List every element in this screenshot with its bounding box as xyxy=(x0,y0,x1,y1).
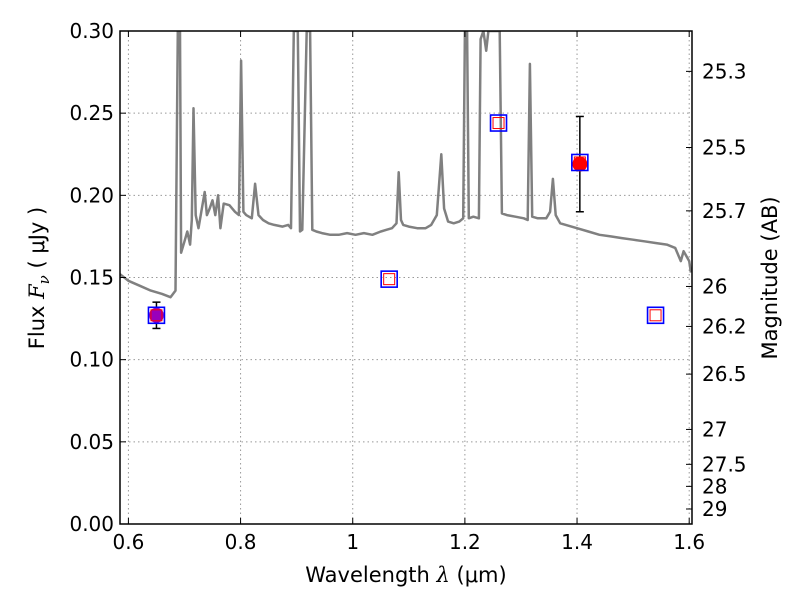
x-tick-label: 1 xyxy=(346,530,359,554)
magnitude-tick-label: 25.7 xyxy=(702,199,747,223)
x-tick-label: 0.6 xyxy=(113,530,145,554)
model-photometry-box-inner xyxy=(492,117,505,130)
y-axis-title: Flux Fν ( μJy ) xyxy=(25,207,53,349)
model-photometry-box xyxy=(380,270,398,288)
model-photometry-box xyxy=(646,306,665,325)
model-photometry-box-inner xyxy=(150,309,163,322)
model-photometry-box xyxy=(571,153,589,172)
x-tick-label: 1.4 xyxy=(561,530,593,554)
x-axis-title-symbol: λ xyxy=(436,563,450,587)
y-axis-ticks: 0.00 0.05 0.10 0.15 0.20 0.25 0.30 xyxy=(69,19,126,536)
magnitude-tick-label: 25.5 xyxy=(702,136,747,160)
magnitude-tick-label: 26 xyxy=(702,274,727,298)
model-spectrum-layer xyxy=(120,31,692,299)
y-axis-title-symbol: F xyxy=(25,283,49,300)
y-tick-label: 0.10 xyxy=(69,348,114,372)
model-photometry-box-inner xyxy=(383,273,396,286)
magnitude-tick-label: 29 xyxy=(702,497,727,521)
model-photometry-box-inner xyxy=(573,156,586,169)
x-tick-label: 0.8 xyxy=(225,530,257,554)
y-tick-label: 0.00 xyxy=(69,512,114,536)
y-axis-title-subscript: ν xyxy=(35,275,53,284)
magnitude-tick-label: 25.3 xyxy=(702,59,747,83)
x-axis-ticks: 0.6 0.8 1 1.2 1.4 1.6 xyxy=(113,31,705,554)
y-axis-title-prefix: Flux xyxy=(25,299,49,349)
y-tick-label: 0.25 xyxy=(69,101,114,125)
y-tick-label: 0.15 xyxy=(69,266,114,290)
magnitude-tick-label: 26.5 xyxy=(702,362,747,386)
x-tick-label: 1.6 xyxy=(673,530,705,554)
x-axis-title: Wavelength λ (μm) xyxy=(305,563,506,587)
y-tick-label: 0.05 xyxy=(69,430,114,454)
x-axis-title-prefix: Wavelength xyxy=(305,563,436,587)
y-axis-title-unit: ( μJy ) xyxy=(25,207,49,275)
photometry-points-layer xyxy=(147,114,665,330)
magnitude-tick-label: 26.2 xyxy=(702,314,747,338)
model-photometry-box xyxy=(147,306,166,325)
magnitude-axis-title: Magnitude (AB) xyxy=(758,196,782,359)
magnitude-tick-label: 27.5 xyxy=(702,452,747,476)
x-tick-label: 1.2 xyxy=(449,530,481,554)
model-photometry-box-inner xyxy=(649,309,662,322)
magnitude-tick-label: 27 xyxy=(702,417,727,441)
magnitude-tick-label: 28 xyxy=(702,474,727,498)
observed-flux-point xyxy=(148,307,164,323)
y-tick-label: 0.30 xyxy=(69,19,114,43)
grid-lines xyxy=(120,30,692,525)
x-axis-title-unit: (μm) xyxy=(450,563,507,587)
y-tick-label: 0.20 xyxy=(69,183,114,207)
model-photometry-box xyxy=(489,114,508,132)
model-spectrum-line xyxy=(120,31,692,299)
